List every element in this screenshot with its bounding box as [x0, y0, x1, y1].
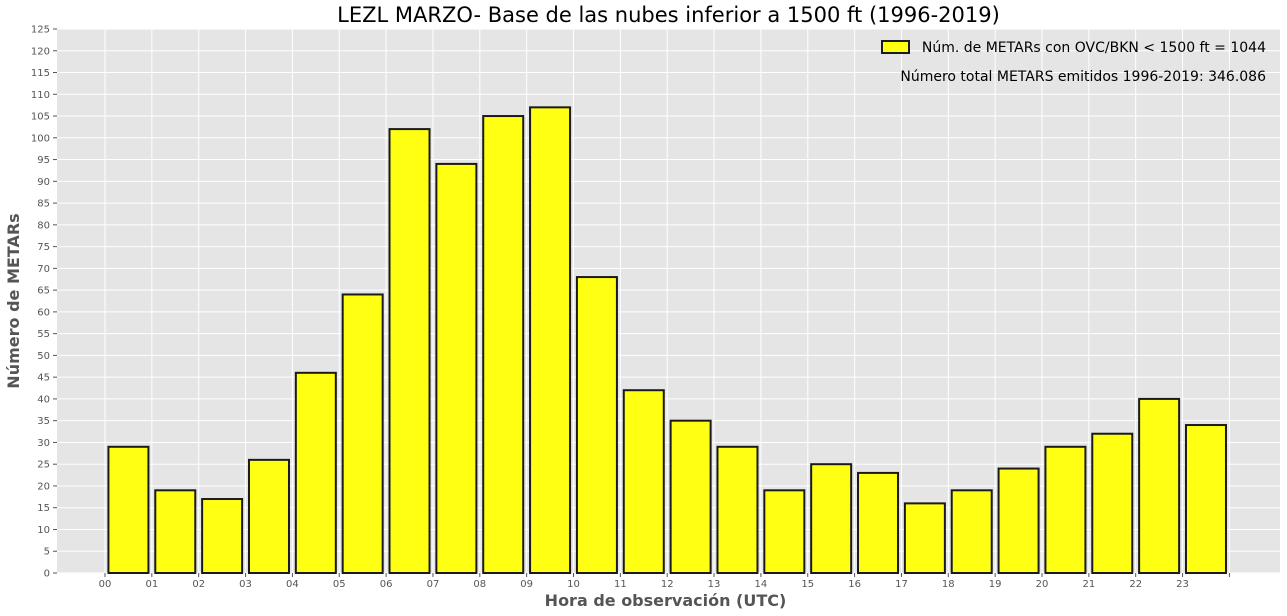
x-tick-label: 11 [614, 579, 627, 590]
y-tick-label: 45 [37, 373, 50, 384]
y-tick-label: 105 [31, 112, 50, 123]
y-tick-label: 5 [44, 547, 50, 558]
y-tick-label: 65 [37, 286, 50, 297]
y-axis: 0 5 10 15 20 25 30 35 40 45 50 55 60 65 70 75 80 85 90 95 10… [31, 25, 57, 580]
x-tick-label: 00 [99, 579, 112, 590]
bar-12 [669, 419, 712, 574]
y-tick-label: 100 [31, 133, 50, 144]
bar-00 [107, 445, 150, 574]
x-tick-label: 04 [286, 579, 299, 590]
y-tick-label: 40 [37, 394, 50, 405]
x-tick-label: 13 [708, 579, 721, 590]
x-tick-label: 19 [989, 579, 1002, 590]
y-tick-label: 75 [37, 242, 50, 253]
x-tick-label: 21 [1082, 579, 1095, 590]
y-tick-label: 55 [37, 329, 50, 340]
x-tick-label: 07 [427, 579, 440, 590]
x-axis-label: Hora de observación (UTC) [545, 591, 787, 610]
bar-10 [575, 276, 618, 574]
y-tick-label: 90 [37, 177, 50, 188]
y-tick-label: 125 [31, 25, 50, 36]
bar-16 [857, 471, 900, 574]
bar-02 [201, 498, 244, 574]
x-tick-label: 18 [942, 579, 955, 590]
y-tick-label: 110 [31, 90, 50, 101]
x-tick-label: 02 [192, 579, 205, 590]
x-tick-label: 14 [755, 579, 768, 590]
y-tick-label: 85 [37, 199, 50, 210]
bar-19 [997, 467, 1040, 574]
y-tick-label: 15 [37, 503, 50, 514]
bars [107, 106, 1227, 575]
x-tick-label: 12 [661, 579, 674, 590]
x-tick-label: 05 [333, 579, 346, 590]
y-tick-label: 0 [44, 569, 50, 580]
y-tick-label: 70 [37, 264, 50, 275]
x-tick-label: 03 [239, 579, 252, 590]
bar-14 [763, 489, 806, 575]
bar-01 [154, 489, 197, 575]
x-tick-label: 09 [520, 579, 533, 590]
bar-22 [1138, 397, 1181, 575]
bar-08 [482, 115, 525, 574]
x-tick-label: 08 [473, 579, 486, 590]
legend: Núm. de METARs con OVC/BKN < 1500 ft = 1… [881, 40, 1266, 56]
bar-07 [435, 162, 478, 575]
x-tick-label: 15 [801, 579, 814, 590]
y-tick-label: 50 [37, 351, 50, 362]
bar-23 [1184, 424, 1227, 575]
y-tick-label: 20 [37, 481, 50, 492]
bar-17 [903, 502, 946, 575]
y-axis-label: Número de METARs [4, 213, 23, 388]
chart-title: LEZL MARZO- Base de las nubes inferior a… [337, 3, 1000, 27]
bar-20 [1044, 445, 1087, 574]
y-tick-label: 35 [37, 416, 50, 427]
x-tick-label: 16 [848, 579, 861, 590]
bar-11 [622, 389, 665, 574]
total-metars-annotation: Número total METARS emitidos 1996-2019: … [900, 69, 1266, 85]
y-tick-label: 10 [37, 525, 50, 536]
y-tick-label: 95 [37, 155, 50, 166]
x-axis: 00 01 02 03 04 05 06 07 08 09 10 11 12 13 14 15 16 17 18 19… [99, 573, 1230, 590]
bar-06 [388, 128, 431, 574]
bar-13 [716, 445, 759, 574]
y-tick-label: 30 [37, 438, 50, 449]
bar-04 [294, 371, 337, 575]
y-tick-label: 120 [31, 46, 50, 57]
y-tick-label: 80 [37, 220, 50, 231]
x-tick-label: 17 [895, 579, 908, 590]
x-tick-label: 06 [380, 579, 393, 590]
bar-15 [810, 463, 853, 575]
x-tick-label: 01 [145, 579, 158, 590]
legend-label: Núm. de METARs con OVC/BKN < 1500 ft = 1… [922, 40, 1266, 56]
y-tick-label: 25 [37, 460, 50, 471]
bar-21 [1091, 432, 1134, 574]
x-tick-label: 23 [1176, 579, 1189, 590]
bar-18 [950, 489, 993, 575]
y-tick-label: 60 [37, 307, 50, 318]
y-tick-label: 115 [31, 68, 50, 79]
x-tick-label: 20 [1036, 579, 1049, 590]
x-tick-label: 22 [1129, 579, 1142, 590]
bar-03 [247, 458, 290, 574]
bar-05 [341, 293, 384, 574]
bar-09 [529, 106, 572, 574]
legend-swatch [881, 40, 910, 54]
x-tick-label: 10 [567, 579, 580, 590]
